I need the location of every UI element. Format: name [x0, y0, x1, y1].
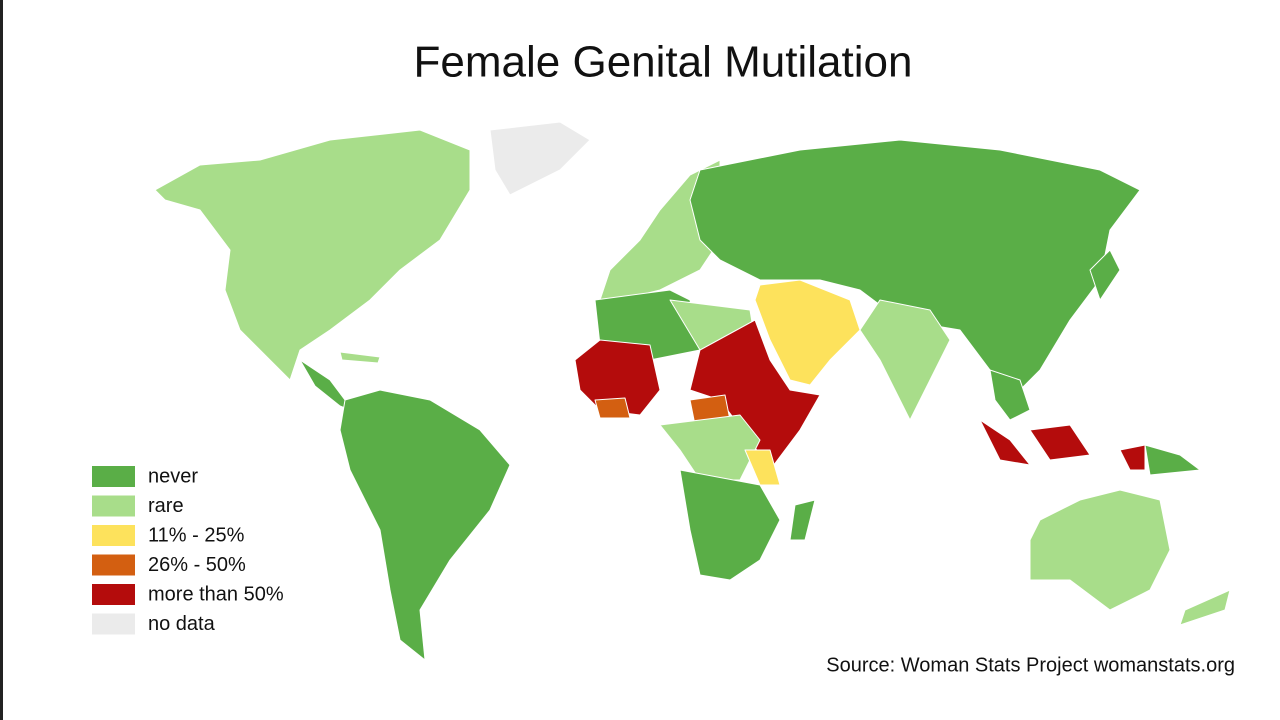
- caribbean: [339, 351, 381, 364]
- south-america: [339, 389, 511, 661]
- legend-label: 11% - 25%: [148, 524, 245, 546]
- legend-swatch: [92, 613, 135, 635]
- australia: [1029, 489, 1171, 611]
- legend-label: rare: [148, 495, 184, 517]
- middle-east: [754, 279, 861, 386]
- legend-label: more than 50%: [148, 583, 284, 605]
- legend-swatch: [92, 584, 135, 605]
- papua: [1119, 444, 1146, 471]
- legend-swatch: [92, 466, 135, 487]
- left-border: [0, 0, 3, 720]
- sumatra-java: [979, 419, 1031, 466]
- japan: [1089, 249, 1121, 301]
- legend-swatch: [92, 525, 135, 546]
- map-title: Female Genital Mutilation: [414, 38, 913, 87]
- world-map: [154, 121, 1231, 661]
- source-note: Source: Woman Stats Project womanstats.o…: [826, 654, 1235, 676]
- north-america: [154, 129, 471, 381]
- west-africa: [574, 339, 661, 416]
- kenya-tanzania: [744, 449, 781, 486]
- papua-new-guinea: [1144, 444, 1201, 476]
- central-africa: [659, 414, 761, 481]
- legend-swatch: [92, 495, 135, 517]
- india: [859, 299, 951, 421]
- southern-africa: [679, 469, 781, 581]
- madagascar: [789, 499, 816, 541]
- legend-label: 26% - 50%: [148, 554, 246, 576]
- legend-label: no data: [148, 613, 216, 635]
- southeast-asia: [989, 369, 1031, 421]
- greenland: [489, 121, 591, 196]
- legend-swatch: [92, 554, 135, 576]
- borneo-sulawesi: [1029, 424, 1091, 461]
- new-zealand: [1179, 589, 1231, 626]
- guinea-coast: [594, 397, 631, 419]
- legend-label: never: [148, 465, 198, 487]
- legend: never rare 11% - 25% 26% - 50% more than 50%…: [92, 465, 284, 635]
